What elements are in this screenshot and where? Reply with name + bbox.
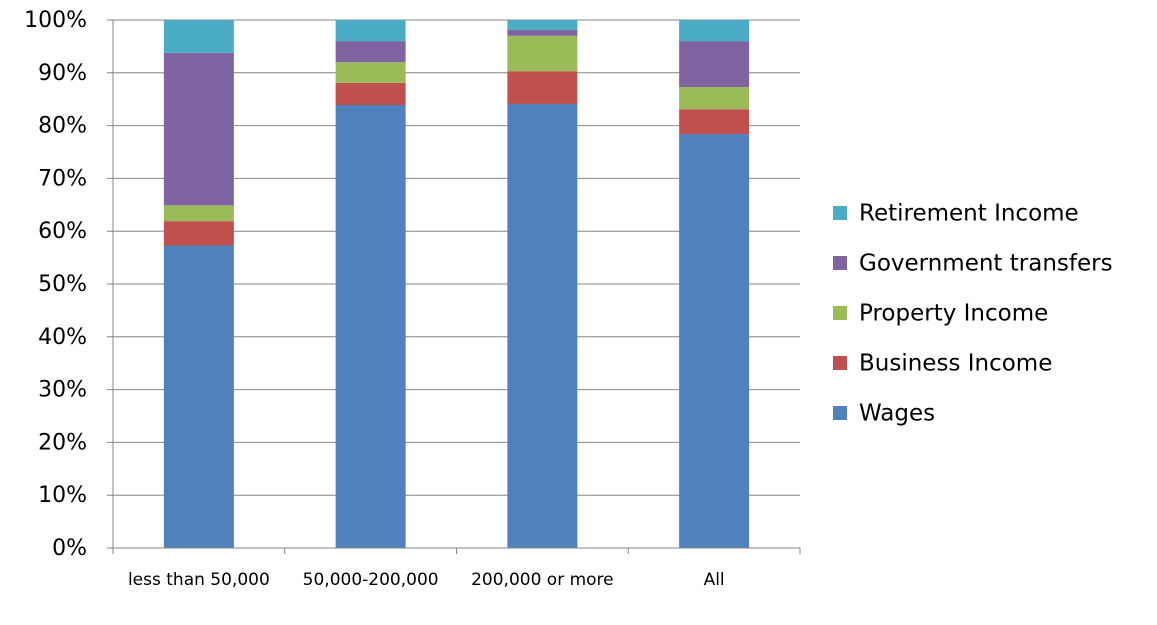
bar-segment: [507, 103, 578, 549]
x-tick-label: 50,000-200,000: [303, 570, 439, 590]
legend: Retirement Income Government transfers Pro…: [833, 201, 1113, 427]
legend-swatch: [833, 206, 847, 220]
bar-segment: [679, 87, 750, 110]
bar-segment: [335, 20, 406, 42]
x-tick-label: 200,000 or more: [471, 570, 614, 590]
bar-segment: [335, 62, 406, 83]
legend-label: Property Income: [859, 301, 1048, 327]
y-tick-label: 100%: [24, 8, 87, 33]
bar-segment: [163, 20, 234, 53]
legend-label: Wages: [859, 401, 935, 427]
bar-segment: [163, 52, 234, 206]
bar-segment: [163, 245, 234, 548]
bar-segment: [507, 20, 578, 31]
bar-segment: [507, 35, 578, 72]
x-tick-label: All: [704, 570, 725, 590]
y-tick-label: 20%: [38, 430, 87, 455]
bar-segment: [679, 109, 750, 135]
y-tick-label: 60%: [38, 219, 87, 244]
legend-label: Retirement Income: [859, 201, 1079, 227]
y-tick-label: 40%: [38, 325, 87, 350]
x-tick-label: less than 50,000: [128, 570, 270, 590]
legend-label: Business Income: [859, 351, 1052, 377]
bars: [163, 20, 750, 549]
y-tick-label: 70%: [38, 166, 87, 191]
legend-swatch: [833, 356, 847, 370]
y-tick-label: 10%: [38, 483, 87, 508]
bar-segment: [507, 71, 578, 104]
bar-segment: [335, 82, 406, 106]
legend-swatch: [833, 406, 847, 420]
bar-segment: [163, 221, 234, 246]
bar-segment: [335, 41, 406, 63]
bar-segment: [679, 134, 750, 548]
y-tick-label: 0%: [52, 536, 87, 561]
bar-segment: [163, 205, 234, 222]
y-tick-label: 80%: [38, 114, 87, 139]
legend-swatch: [833, 306, 847, 320]
legend-label: Government transfers: [859, 251, 1113, 277]
bar-segment: [679, 20, 750, 42]
y-tick-label: 90%: [38, 61, 87, 86]
y-tick-label: 30%: [38, 378, 87, 403]
bar-segment: [335, 105, 406, 549]
bar-segment: [679, 41, 750, 88]
axes: 0% 10% 20% 30% 40% 50% 60% 70% 80% 90% 100% less th…: [24, 8, 801, 590]
y-tick-label: 50%: [38, 272, 87, 297]
legend-swatch: [833, 256, 847, 270]
bar-segment: [507, 30, 578, 36]
